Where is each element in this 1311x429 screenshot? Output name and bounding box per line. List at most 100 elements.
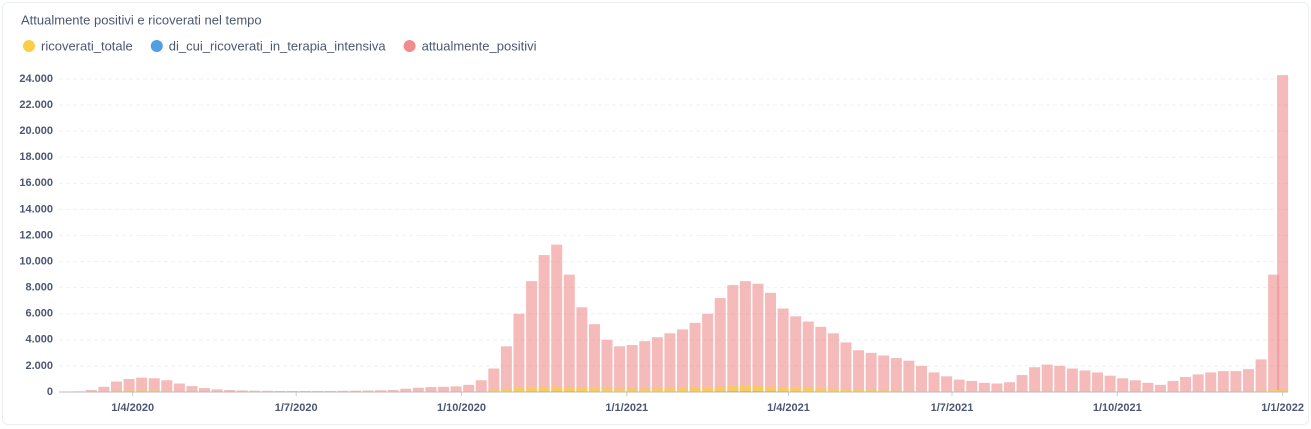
bar bbox=[602, 388, 613, 392]
y-tick-label: 2.000 bbox=[25, 360, 53, 372]
bar bbox=[803, 322, 814, 392]
bar bbox=[954, 380, 965, 392]
bar bbox=[916, 366, 927, 392]
bar bbox=[664, 388, 675, 392]
bar bbox=[1029, 367, 1040, 392]
x-tick-label: 1/7/2020 bbox=[275, 402, 318, 414]
bar bbox=[803, 388, 814, 392]
y-tick-label: 22.000 bbox=[19, 99, 53, 111]
bar bbox=[589, 388, 600, 392]
bar bbox=[690, 323, 701, 392]
bar bbox=[1142, 383, 1153, 392]
bar bbox=[778, 387, 789, 392]
bar bbox=[840, 342, 851, 392]
bar bbox=[1277, 75, 1288, 392]
bar bbox=[488, 369, 499, 392]
bar bbox=[677, 388, 688, 392]
bar bbox=[878, 355, 889, 392]
bar bbox=[539, 387, 550, 392]
bar bbox=[903, 361, 914, 392]
bar bbox=[539, 255, 550, 392]
bar bbox=[790, 388, 801, 392]
bar bbox=[186, 386, 197, 392]
bar bbox=[451, 386, 462, 392]
bar bbox=[1256, 359, 1267, 392]
bar bbox=[614, 388, 625, 392]
bar bbox=[1168, 381, 1179, 392]
bar bbox=[438, 387, 449, 392]
chart: Attualmente positivi e ricoverati nel te… bbox=[3, 3, 1308, 424]
bar bbox=[526, 387, 537, 392]
bar bbox=[1079, 370, 1090, 392]
bar bbox=[740, 386, 751, 392]
bar bbox=[778, 309, 789, 392]
bar bbox=[991, 384, 1002, 392]
bar bbox=[891, 358, 902, 392]
y-tick-label: 0 bbox=[47, 386, 53, 398]
bar bbox=[576, 307, 587, 392]
bar bbox=[564, 275, 575, 392]
bar bbox=[1243, 369, 1254, 392]
y-tick-label: 12.000 bbox=[19, 229, 53, 241]
bar bbox=[476, 380, 487, 392]
legend-swatch bbox=[151, 40, 163, 52]
bar bbox=[866, 353, 877, 392]
legend-label: attualmente_positivi bbox=[422, 38, 537, 53]
bar bbox=[765, 387, 776, 392]
bar bbox=[1105, 376, 1116, 392]
bar bbox=[463, 385, 474, 392]
bar bbox=[639, 388, 650, 392]
bar bbox=[1004, 382, 1015, 392]
bar bbox=[413, 388, 424, 392]
bar bbox=[124, 379, 135, 392]
legend-label: di_cui_ricoverati_in_terapia_intensiva bbox=[169, 38, 387, 53]
bar bbox=[740, 281, 751, 392]
bar bbox=[111, 382, 122, 392]
y-tick-label: 10.000 bbox=[19, 255, 53, 267]
bar bbox=[929, 372, 940, 392]
bar bbox=[136, 378, 147, 392]
bar bbox=[941, 376, 952, 392]
legend-swatch bbox=[404, 40, 416, 52]
bar bbox=[174, 384, 185, 392]
chart-title: Attualmente positivi e ricoverati nel te… bbox=[21, 12, 262, 27]
bar bbox=[149, 378, 160, 392]
bar bbox=[1155, 385, 1166, 392]
y-tick-label: 18.000 bbox=[19, 151, 53, 163]
bar bbox=[602, 340, 613, 392]
bar bbox=[1092, 372, 1103, 392]
bar bbox=[966, 381, 977, 392]
bar bbox=[1218, 371, 1229, 392]
bar bbox=[677, 329, 688, 392]
bar bbox=[790, 316, 801, 392]
bar bbox=[513, 388, 524, 392]
x-tick-label: 1/10/2020 bbox=[437, 402, 486, 414]
y-tick-label: 6.000 bbox=[25, 308, 53, 320]
bar bbox=[828, 333, 839, 392]
bar bbox=[639, 341, 650, 392]
x-tick-label: 1/1/2022 bbox=[1261, 402, 1304, 414]
bar bbox=[815, 388, 826, 392]
bar bbox=[627, 388, 638, 392]
bar bbox=[1017, 375, 1028, 392]
x-tick-label: 1/7/2021 bbox=[931, 402, 974, 414]
bar bbox=[652, 388, 663, 392]
bar bbox=[425, 387, 436, 392]
legend-label: ricoverati_totale bbox=[41, 38, 133, 53]
bar bbox=[513, 314, 524, 392]
y-tick-label: 24.000 bbox=[19, 73, 53, 85]
bar bbox=[727, 386, 738, 392]
bar bbox=[702, 314, 713, 392]
bar bbox=[1054, 366, 1065, 392]
bar bbox=[576, 387, 587, 392]
bar bbox=[627, 345, 638, 392]
bar bbox=[979, 383, 990, 392]
bar bbox=[765, 293, 776, 392]
x-tick-label: 1/10/2021 bbox=[1093, 402, 1142, 414]
y-tick-label: 16.000 bbox=[19, 177, 53, 189]
bar bbox=[702, 387, 713, 392]
bar bbox=[199, 388, 210, 392]
bar bbox=[727, 285, 738, 392]
bar bbox=[752, 386, 763, 392]
bar bbox=[815, 327, 826, 392]
